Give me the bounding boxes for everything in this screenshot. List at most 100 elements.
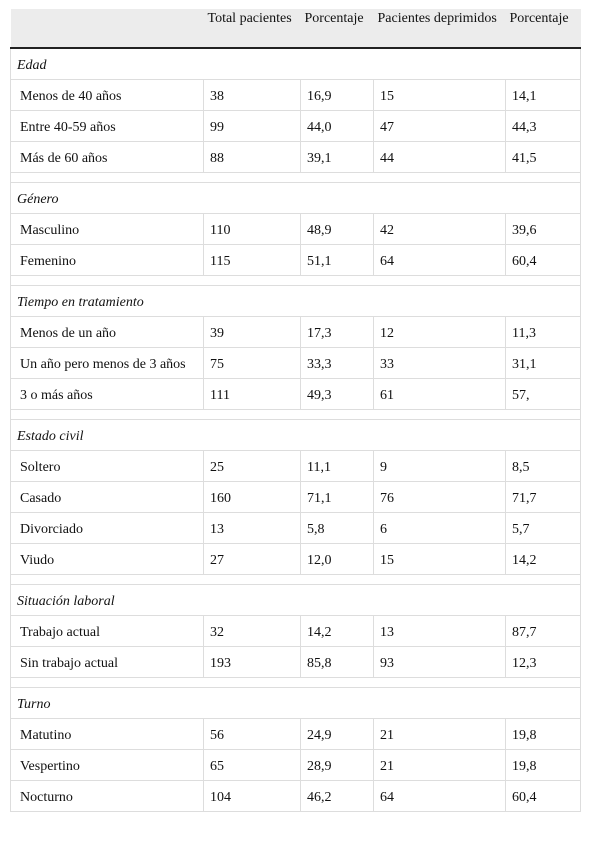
header-cell: Porcentaje xyxy=(300,9,374,49)
section-row: Tiempo en tratamiento xyxy=(10,285,581,317)
cell: 11,3 xyxy=(505,316,581,348)
cell: 44,3 xyxy=(505,110,581,142)
cell: 39 xyxy=(203,316,301,348)
cell: 33,3 xyxy=(300,347,374,379)
cell: 41,5 xyxy=(505,141,581,173)
row-label: Menos de un año xyxy=(10,316,204,348)
spacer-cell xyxy=(10,172,581,183)
data-row: Masculino 110 48,9 42 39,6 xyxy=(10,213,581,245)
cell: 104 xyxy=(203,780,301,812)
header-cell: Pacientes deprimidos xyxy=(373,9,506,49)
spacer-cell xyxy=(10,574,581,585)
data-row: Nocturno 104 46,2 64 60,4 xyxy=(10,780,581,812)
data-row: Casado 160 71,1 76 71,7 xyxy=(10,481,581,513)
cell: 21 xyxy=(373,749,506,781)
row-label: Casado xyxy=(10,481,204,513)
cell: 39,1 xyxy=(300,141,374,173)
cell: 47 xyxy=(373,110,506,142)
cell: 12,3 xyxy=(505,646,581,678)
data-table: Total pacientes Porcentaje Pacientes dep… xyxy=(10,9,581,812)
table-header: Total pacientes Porcentaje Pacientes dep… xyxy=(10,9,581,49)
cell: 64 xyxy=(373,244,506,276)
cell: 12 xyxy=(373,316,506,348)
cell: 24,9 xyxy=(300,718,374,750)
cell: 51,1 xyxy=(300,244,374,276)
cell: 99 xyxy=(203,110,301,142)
section-row: Situación laboral xyxy=(10,584,581,616)
cell: 44 xyxy=(373,141,506,173)
data-row: Vespertino 65 28,9 21 19,8 xyxy=(10,749,581,781)
spacer-row xyxy=(10,275,581,286)
cell: 85,8 xyxy=(300,646,374,678)
cell: 56 xyxy=(203,718,301,750)
data-row: Sin trabajo actual 193 85,8 93 12,3 xyxy=(10,646,581,678)
cell: 14,2 xyxy=(505,543,581,575)
cell: 13 xyxy=(373,615,506,647)
table-body: Edad Menos de 40 años 38 16,9 15 14,1 Entre 40… xyxy=(10,47,581,812)
cell: 19,8 xyxy=(505,718,581,750)
cell: 28,9 xyxy=(300,749,374,781)
cell: 9 xyxy=(373,450,506,482)
section-title: Edad xyxy=(10,47,581,80)
cell: 15 xyxy=(373,543,506,575)
row-label: Un año pero menos de 3 años xyxy=(10,347,204,379)
header-cell: Porcentaje xyxy=(505,9,581,49)
cell: 160 xyxy=(203,481,301,513)
spacer-row xyxy=(10,574,581,585)
cell: 75 xyxy=(203,347,301,379)
cell: 65 xyxy=(203,749,301,781)
row-label: Menos de 40 años xyxy=(10,79,204,111)
cell: 15 xyxy=(373,79,506,111)
section-title: Género xyxy=(10,182,581,214)
section-row: Edad xyxy=(10,47,581,80)
spacer-row xyxy=(10,172,581,183)
cell: 93 xyxy=(373,646,506,678)
row-label: Soltero xyxy=(10,450,204,482)
cell: 12,0 xyxy=(300,543,374,575)
cell: 46,2 xyxy=(300,780,374,812)
cell: 13 xyxy=(203,512,301,544)
row-label: Divorciado xyxy=(10,512,204,544)
section-row: Turno xyxy=(10,687,581,719)
cell: 33 xyxy=(373,347,506,379)
cell: 64 xyxy=(373,780,506,812)
data-row: Divorciado 13 5,8 6 5,7 xyxy=(10,512,581,544)
cell: 31,1 xyxy=(505,347,581,379)
section-title: Situación laboral xyxy=(10,584,581,616)
spacer-row xyxy=(10,409,581,420)
cell: 44,0 xyxy=(300,110,374,142)
cell: 25 xyxy=(203,450,301,482)
row-label: Sin trabajo actual xyxy=(10,646,204,678)
cell: 16,9 xyxy=(300,79,374,111)
header-row: Total pacientes Porcentaje Pacientes dep… xyxy=(10,9,581,49)
row-label: Masculino xyxy=(10,213,204,245)
cell: 27 xyxy=(203,543,301,575)
cell: 38 xyxy=(203,79,301,111)
header-cell: Total pacientes xyxy=(203,9,301,49)
row-label: Matutino xyxy=(10,718,204,750)
data-row: Matutino 56 24,9 21 19,8 xyxy=(10,718,581,750)
data-row: Entre 40-59 años 99 44,0 47 44,3 xyxy=(10,110,581,142)
data-row: Menos de 40 años 38 16,9 15 14,1 xyxy=(10,79,581,111)
cell: 17,3 xyxy=(300,316,374,348)
data-row: Viudo 27 12,0 15 14,2 xyxy=(10,543,581,575)
section-title: Turno xyxy=(10,687,581,719)
row-label: Viudo xyxy=(10,543,204,575)
data-row: Un año pero menos de 3 años 75 33,3 33 31,1 xyxy=(10,347,581,379)
cell: 5,7 xyxy=(505,512,581,544)
row-label: Nocturno xyxy=(10,780,204,812)
spacer-cell xyxy=(10,275,581,286)
cell: 60,4 xyxy=(505,244,581,276)
cell: 11,1 xyxy=(300,450,374,482)
spacer-cell xyxy=(10,677,581,688)
data-row: Menos de un año 39 17,3 12 11,3 xyxy=(10,316,581,348)
cell: 49,3 xyxy=(300,378,374,410)
cell: 14,2 xyxy=(300,615,374,647)
cell: 42 xyxy=(373,213,506,245)
cell: 61 xyxy=(373,378,506,410)
cell: 57, xyxy=(505,378,581,410)
row-label: 3 o más años xyxy=(10,378,204,410)
cell: 32 xyxy=(203,615,301,647)
cell: 111 xyxy=(203,378,301,410)
cell: 115 xyxy=(203,244,301,276)
